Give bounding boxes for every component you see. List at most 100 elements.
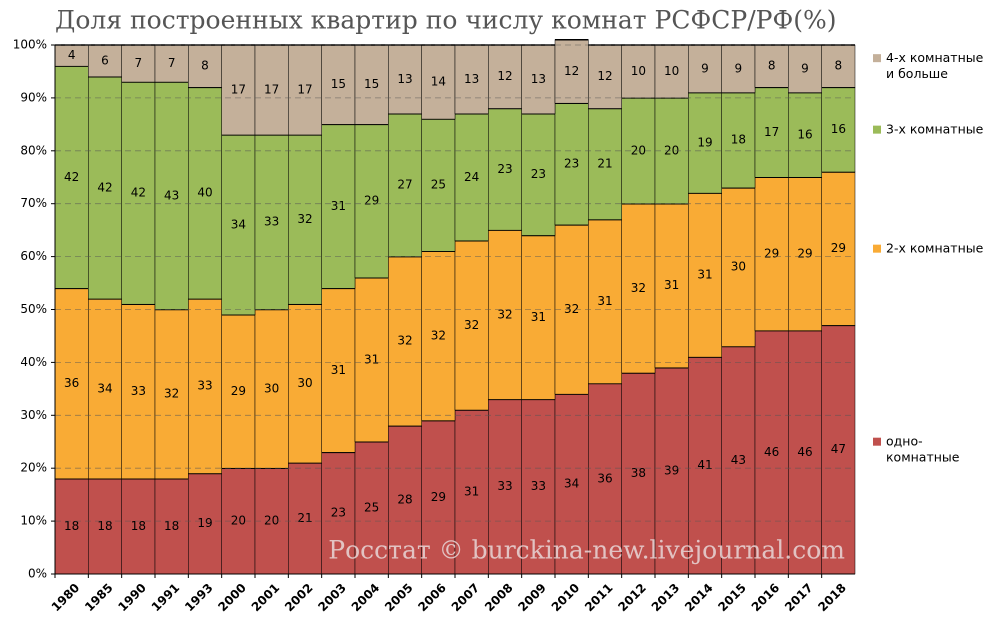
value-label: 18 bbox=[731, 133, 746, 147]
value-label: 15 bbox=[331, 77, 346, 91]
value-label: 16 bbox=[831, 122, 846, 136]
bar-segment bbox=[621, 372, 656, 575]
bar-segment bbox=[188, 473, 222, 575]
value-label: 29 bbox=[764, 246, 779, 260]
value-label: 39 bbox=[664, 463, 679, 477]
bar-segment bbox=[654, 367, 689, 575]
value-label: 16 bbox=[797, 127, 812, 141]
bar-segment bbox=[521, 235, 556, 400]
bar-segment bbox=[821, 87, 856, 173]
value-label: 15 bbox=[364, 77, 379, 91]
bar-segment bbox=[821, 171, 856, 326]
value-label: 20 bbox=[231, 514, 246, 528]
bar-segment bbox=[621, 203, 656, 374]
bar-segment bbox=[288, 462, 322, 575]
value-label: 17 bbox=[764, 125, 779, 139]
value-label: 40 bbox=[197, 186, 212, 200]
x-tick-label: 1991 bbox=[149, 581, 183, 615]
bar-segment bbox=[388, 44, 422, 115]
bar-segment bbox=[488, 399, 522, 575]
bar-segment bbox=[554, 393, 589, 575]
legend-label: 4-х комнатные и больше bbox=[886, 50, 984, 81]
x-tick-label: 2001 bbox=[249, 581, 283, 615]
x-tick-label: 1993 bbox=[182, 581, 216, 615]
bar-segment bbox=[721, 187, 756, 347]
value-label: 29 bbox=[364, 194, 379, 208]
legend-label: одно-комнатные bbox=[886, 433, 960, 464]
bar-segment bbox=[321, 288, 356, 453]
legend-swatch bbox=[873, 244, 881, 253]
value-label: 31 bbox=[331, 199, 346, 213]
x-tick-label: 2006 bbox=[415, 581, 449, 615]
bar-segment bbox=[521, 399, 556, 575]
watermark: Росстат © burckina-new.livejournal.com bbox=[328, 536, 845, 565]
value-label: 43 bbox=[164, 188, 179, 202]
bar-segment bbox=[388, 256, 422, 427]
value-label: 13 bbox=[531, 72, 546, 86]
y-tick-label: 70% bbox=[20, 196, 47, 210]
value-label: 34 bbox=[97, 381, 112, 395]
value-label: 13 bbox=[464, 72, 479, 86]
value-label: 33 bbox=[531, 479, 546, 493]
value-label: 32 bbox=[164, 387, 179, 401]
value-label: 31 bbox=[597, 294, 612, 308]
bar-segment bbox=[688, 356, 722, 575]
value-label: 32 bbox=[464, 318, 479, 332]
x-tick-label: 2014 bbox=[682, 581, 716, 615]
bar-segment bbox=[621, 44, 656, 99]
value-label: 21 bbox=[597, 157, 612, 171]
bar-segment bbox=[421, 251, 456, 421]
value-label: 42 bbox=[64, 170, 79, 184]
value-label: 12 bbox=[497, 69, 512, 83]
bar-segment bbox=[521, 113, 556, 236]
bar-segment bbox=[221, 44, 256, 136]
legend-label: 2-х комнатные bbox=[886, 240, 984, 255]
value-label: 29 bbox=[831, 241, 846, 255]
x-tick-label: 1985 bbox=[82, 581, 116, 615]
bar-segment bbox=[488, 108, 522, 231]
legend-label: 3-х комнатные bbox=[886, 121, 984, 136]
y-tick-label: 40% bbox=[20, 355, 47, 369]
bar-segment bbox=[554, 39, 589, 104]
bar-segment bbox=[388, 113, 422, 257]
y-tick-label: 30% bbox=[20, 408, 47, 422]
x-tick-label: 2004 bbox=[349, 581, 383, 615]
x-tick-label: 2012 bbox=[615, 581, 649, 615]
value-label: 9 bbox=[735, 61, 743, 75]
bar-segment bbox=[454, 240, 489, 411]
bar-segment bbox=[88, 44, 122, 77]
bar-segment bbox=[88, 298, 122, 480]
bar-segment bbox=[354, 277, 389, 443]
bar-segment bbox=[254, 134, 289, 310]
value-label: 10 bbox=[664, 64, 679, 78]
bar-segment bbox=[354, 441, 389, 575]
bar-segment bbox=[54, 478, 89, 575]
value-label: 4 bbox=[68, 48, 76, 62]
value-label: 10 bbox=[631, 64, 646, 78]
value-label: 33 bbox=[197, 379, 212, 393]
y-tick-label: 10% bbox=[20, 514, 47, 528]
value-label: 20 bbox=[631, 143, 646, 157]
x-tick-label: 2003 bbox=[315, 581, 349, 615]
value-label: 14 bbox=[431, 75, 446, 89]
legend-swatch bbox=[873, 125, 881, 134]
value-label: 33 bbox=[497, 479, 512, 493]
bar-segment bbox=[821, 44, 856, 88]
value-label: 18 bbox=[97, 519, 112, 533]
bar-segment bbox=[688, 192, 722, 358]
value-label: 32 bbox=[431, 328, 446, 342]
x-tick-label: 2015 bbox=[715, 581, 749, 615]
chart-title: Доля построенных квартир по числу комнат… bbox=[55, 6, 836, 35]
bar-segment bbox=[521, 44, 556, 115]
value-label: 29 bbox=[431, 490, 446, 504]
value-label: 31 bbox=[331, 363, 346, 377]
value-label: 46 bbox=[797, 445, 812, 459]
value-label: 27 bbox=[397, 178, 412, 192]
value-label: 7 bbox=[135, 56, 143, 70]
legend-swatch bbox=[873, 437, 881, 446]
value-label: 30 bbox=[297, 376, 312, 390]
bar-segment bbox=[88, 76, 122, 300]
x-tick-label: 2008 bbox=[482, 581, 516, 615]
